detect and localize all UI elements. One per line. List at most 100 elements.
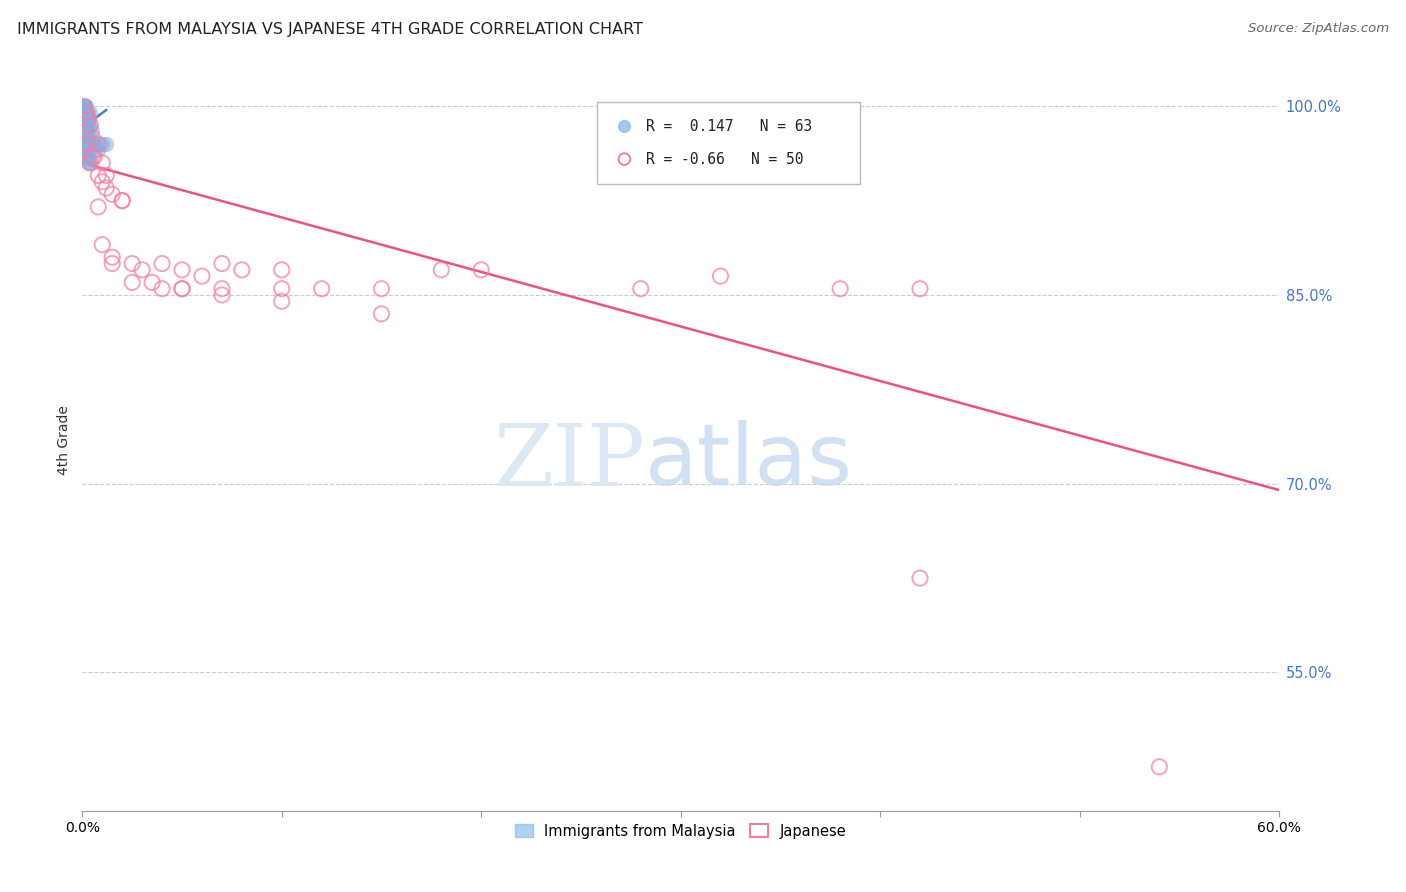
Point bbox=[75, 143, 97, 157]
Point bbox=[82, 143, 104, 157]
Point bbox=[430, 262, 453, 277]
Point bbox=[73, 99, 96, 113]
Point bbox=[111, 194, 134, 208]
Point bbox=[231, 262, 253, 277]
Point bbox=[73, 124, 96, 138]
Point bbox=[96, 136, 118, 151]
Point bbox=[170, 282, 193, 296]
Point bbox=[170, 262, 193, 277]
Point bbox=[79, 156, 101, 170]
Point bbox=[75, 136, 97, 151]
Point bbox=[75, 118, 97, 132]
Point bbox=[87, 169, 110, 183]
Text: IMMIGRANTS FROM MALAYSIA VS JAPANESE 4TH GRADE CORRELATION CHART: IMMIGRANTS FROM MALAYSIA VS JAPANESE 4TH… bbox=[17, 22, 643, 37]
Point bbox=[75, 112, 97, 126]
Point bbox=[211, 282, 233, 296]
Point bbox=[75, 130, 97, 145]
Point bbox=[82, 150, 104, 164]
Point bbox=[150, 256, 173, 270]
Point bbox=[73, 99, 96, 113]
Point bbox=[75, 130, 97, 145]
Point bbox=[73, 112, 96, 126]
Point bbox=[84, 136, 107, 151]
Point bbox=[121, 276, 143, 290]
Text: Source: ZipAtlas.com: Source: ZipAtlas.com bbox=[1249, 22, 1389, 36]
Point bbox=[77, 118, 100, 132]
Point bbox=[77, 136, 100, 151]
Point bbox=[96, 169, 118, 183]
Point bbox=[79, 156, 101, 170]
Point bbox=[270, 262, 292, 277]
Point bbox=[73, 143, 96, 157]
Point bbox=[191, 269, 214, 284]
Point bbox=[101, 256, 124, 270]
Point bbox=[77, 143, 100, 157]
Point bbox=[121, 256, 143, 270]
Point bbox=[75, 136, 97, 151]
Point bbox=[91, 136, 114, 151]
Text: atlas: atlas bbox=[645, 420, 852, 503]
Point bbox=[83, 136, 105, 151]
Point bbox=[75, 99, 97, 113]
Point bbox=[73, 99, 96, 113]
Point bbox=[82, 124, 104, 138]
Point bbox=[211, 288, 233, 302]
Point bbox=[73, 99, 96, 113]
Point bbox=[79, 105, 101, 120]
Point bbox=[75, 112, 97, 126]
Point bbox=[91, 156, 114, 170]
Point bbox=[75, 105, 97, 120]
Point bbox=[170, 282, 193, 296]
Point bbox=[75, 130, 97, 145]
Point bbox=[77, 130, 100, 145]
Legend: Immigrants from Malaysia, Japanese: Immigrants from Malaysia, Japanese bbox=[509, 818, 852, 845]
Point bbox=[75, 136, 97, 151]
Point bbox=[73, 150, 96, 164]
Point bbox=[91, 237, 114, 252]
Point bbox=[311, 282, 333, 296]
Point bbox=[370, 307, 392, 321]
Point bbox=[73, 118, 96, 132]
Point bbox=[974, 252, 997, 267]
Point bbox=[82, 130, 104, 145]
Point bbox=[73, 124, 96, 138]
Point bbox=[73, 130, 96, 145]
Point bbox=[77, 156, 100, 170]
Point bbox=[73, 105, 96, 120]
Point bbox=[77, 112, 100, 126]
Point bbox=[82, 136, 104, 151]
Point bbox=[111, 194, 134, 208]
Point bbox=[87, 143, 110, 157]
Point bbox=[73, 136, 96, 151]
Point bbox=[1149, 760, 1171, 774]
Point bbox=[150, 282, 173, 296]
Point bbox=[79, 136, 101, 151]
Point bbox=[79, 118, 101, 132]
Point bbox=[75, 124, 97, 138]
Point bbox=[77, 150, 100, 164]
Point bbox=[77, 112, 100, 126]
Point bbox=[73, 105, 96, 120]
FancyBboxPatch shape bbox=[598, 102, 860, 184]
Point bbox=[77, 136, 100, 151]
Text: ZIP: ZIP bbox=[494, 420, 645, 503]
Point bbox=[630, 282, 652, 296]
Point bbox=[75, 150, 97, 164]
Point bbox=[830, 282, 852, 296]
Point bbox=[101, 187, 124, 202]
Point bbox=[79, 130, 101, 145]
Point bbox=[211, 256, 233, 270]
Point bbox=[73, 143, 96, 157]
Point bbox=[77, 136, 100, 151]
Point bbox=[370, 282, 392, 296]
Point bbox=[75, 105, 97, 120]
Point bbox=[75, 124, 97, 138]
Point bbox=[974, 197, 997, 211]
Point bbox=[908, 282, 931, 296]
Point bbox=[77, 105, 100, 120]
Point bbox=[79, 118, 101, 132]
Point bbox=[87, 136, 110, 151]
Point bbox=[73, 136, 96, 151]
Point bbox=[75, 112, 97, 126]
Point bbox=[141, 276, 163, 290]
